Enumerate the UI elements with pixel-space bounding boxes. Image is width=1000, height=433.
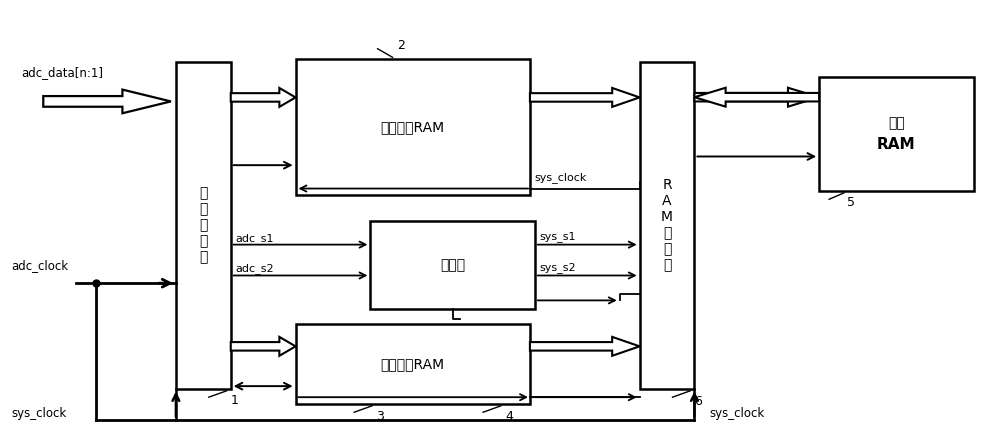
Text: 同步器: 同步器 — [440, 258, 465, 272]
Polygon shape — [530, 88, 640, 107]
Text: 5: 5 — [847, 196, 855, 209]
Bar — [296, 59, 530, 195]
Bar — [370, 221, 535, 309]
Text: adc_s2: adc_s2 — [236, 264, 274, 275]
Text: sys_clock: sys_clock — [535, 172, 587, 183]
Text: sys_clock: sys_clock — [709, 407, 765, 420]
Text: 6: 6 — [694, 395, 702, 408]
Text: adc_clock: adc_clock — [11, 259, 68, 272]
Bar — [640, 61, 694, 388]
Polygon shape — [231, 337, 296, 356]
Text: R
A
M
控
制
器: R A M 控 制 器 — [661, 178, 673, 273]
Polygon shape — [231, 88, 296, 107]
Bar — [176, 61, 231, 388]
Text: sys_s2: sys_s2 — [540, 262, 577, 273]
Text: 4: 4 — [505, 410, 513, 423]
Text: 第二双口RAM: 第二双口RAM — [381, 357, 445, 371]
Text: sys_clock: sys_clock — [11, 407, 67, 420]
Bar — [819, 77, 974, 191]
Text: 2: 2 — [398, 39, 405, 52]
Text: 3: 3 — [376, 410, 384, 423]
Bar — [296, 324, 530, 404]
Text: 采
样
控
制
器: 采 样 控 制 器 — [199, 186, 208, 265]
Polygon shape — [43, 90, 171, 113]
Polygon shape — [694, 88, 819, 107]
Text: 1: 1 — [231, 394, 239, 407]
Text: 第一双口RAM: 第一双口RAM — [381, 120, 445, 134]
Text: adc_s1: adc_s1 — [236, 233, 274, 244]
Text: RAM: RAM — [877, 137, 916, 152]
Polygon shape — [694, 88, 819, 107]
Text: 单口: 单口 — [888, 116, 905, 130]
Polygon shape — [530, 337, 640, 356]
Text: sys_s1: sys_s1 — [540, 231, 576, 242]
Text: adc_data[n:1]: adc_data[n:1] — [21, 66, 103, 79]
